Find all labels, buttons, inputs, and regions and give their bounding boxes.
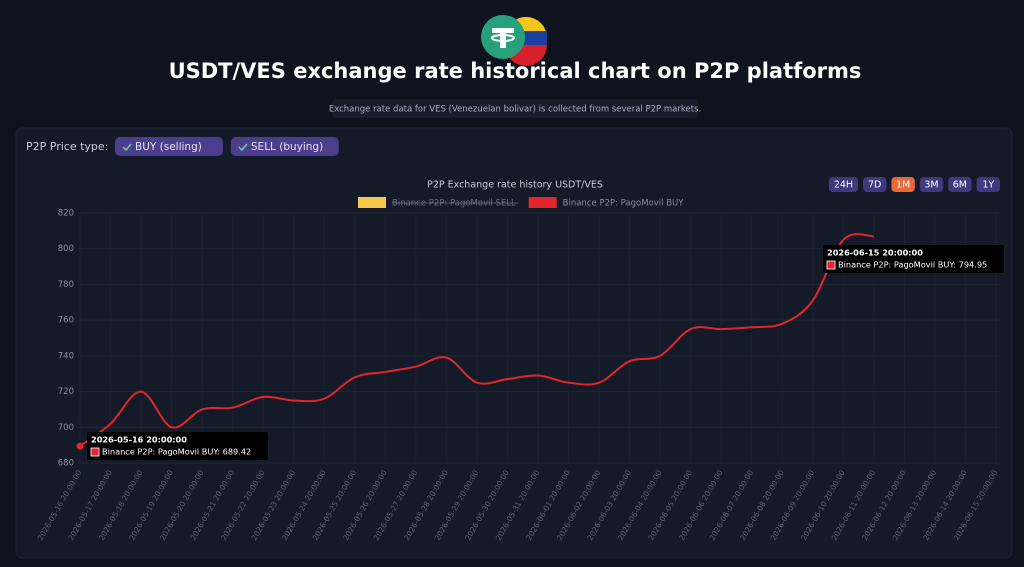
- range-button[interactable]: [828, 177, 858, 192]
- tooltip-box: [87, 432, 268, 460]
- y-tick-label: 720: [58, 387, 74, 397]
- legend-swatch: [528, 197, 557, 208]
- y-tick-label: 800: [58, 244, 74, 254]
- series-line: [79, 233, 874, 447]
- range-button-label: 1Y: [982, 180, 994, 191]
- check-icon: [122, 143, 132, 152]
- y-tick-label: 740: [58, 351, 74, 361]
- y-tick-label: 820: [58, 209, 74, 219]
- price-type-button-label: BUY (selling): [135, 141, 202, 153]
- tooltip-text: Binance P2P: PagoMovil BUY: 794.95: [838, 260, 987, 270]
- range-button[interactable]: [948, 177, 972, 192]
- tooltip-swatch: [90, 447, 100, 457]
- price-type-label: P2P Price type:: [26, 140, 108, 153]
- range-button[interactable]: [863, 177, 887, 192]
- subtitle-box: [332, 99, 698, 118]
- price-type-button[interactable]: [115, 137, 223, 156]
- range-button[interactable]: [891, 177, 915, 192]
- tooltip-box: [823, 245, 1004, 273]
- range-button[interactable]: [919, 177, 944, 192]
- range-button-label: 3M: [924, 180, 938, 191]
- chart-title: P2P Exchange rate history USDT/VES: [427, 180, 603, 191]
- page-subtitle: Exchange rate data for VES (Venezuelan b…: [329, 105, 701, 115]
- y-tick-label: 760: [58, 316, 74, 326]
- tooltip-text: Binance P2P: PagoMovil BUY: 689.42: [102, 447, 251, 457]
- legend-label[interactable]: Binance P2P: PagoMovil BUY: [563, 199, 685, 209]
- tether-ring: [491, 34, 515, 42]
- tether-glyph: [492, 28, 514, 48]
- check-icon: [238, 143, 248, 152]
- y-tick-label: 700: [58, 423, 74, 433]
- tooltip-date: 2026-05-16 20:00:00: [91, 435, 187, 445]
- range-button-label: 24H: [834, 180, 853, 191]
- range-button-label: 7D: [868, 180, 881, 191]
- y-tick-label: 780: [58, 280, 74, 290]
- range-button-label: 6M: [953, 180, 967, 191]
- tooltip-date: 2026-06-15 20:00:00: [827, 248, 923, 258]
- tooltip-swatch: [826, 260, 836, 270]
- range-button-label: 1M: [896, 180, 910, 191]
- page-title: USDT/VES exchange rate historical chart …: [169, 59, 862, 83]
- price-type-button[interactable]: [230, 137, 339, 156]
- hover-point: [76, 442, 84, 450]
- y-tick-label: 680: [58, 459, 74, 469]
- range-button[interactable]: [976, 177, 1000, 192]
- price-type-button-label: SELL (buying): [251, 141, 323, 153]
- legend-swatch: [358, 197, 386, 208]
- legend-label[interactable]: Binance P2P: PagoMovil SELL: [392, 199, 516, 209]
